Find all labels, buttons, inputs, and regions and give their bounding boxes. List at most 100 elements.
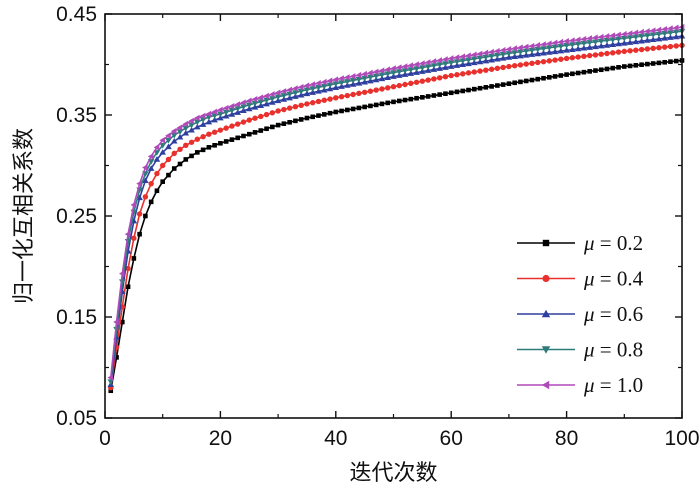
data-point (361, 70, 367, 78)
data-point (361, 89, 368, 95)
data-point (442, 61, 449, 67)
data-point (195, 150, 200, 155)
data-point (390, 73, 397, 79)
data-point (541, 346, 551, 354)
data-point (424, 59, 431, 66)
data-point (199, 112, 206, 120)
data-point (551, 44, 559, 51)
data-point (367, 69, 373, 77)
data-point (442, 74, 449, 80)
legend-value: = 1.0 (595, 373, 644, 397)
legend-item: μ = 0.8 (517, 338, 643, 362)
data-point (218, 140, 223, 146)
data-point (176, 133, 184, 140)
data-point (188, 122, 195, 129)
data-point (667, 30, 674, 36)
series-path (109, 44, 683, 388)
data-point (355, 79, 363, 86)
data-point (622, 64, 627, 69)
data-point (349, 73, 356, 80)
data-point (621, 39, 628, 46)
data-point (419, 78, 426, 84)
legend-item: μ = 0.4 (517, 267, 644, 291)
data-point (217, 127, 224, 133)
data-point (431, 93, 437, 98)
data-point (385, 85, 391, 91)
data-point (159, 136, 165, 144)
data-point (270, 124, 275, 130)
data-point (649, 32, 657, 39)
data-point (482, 57, 490, 64)
data-point (673, 58, 679, 64)
data-point (672, 33, 680, 40)
data-point (235, 135, 241, 141)
data-point (580, 44, 588, 51)
data-point (159, 143, 166, 149)
data-point (638, 46, 645, 53)
data-point (327, 96, 333, 102)
data-point (401, 63, 408, 70)
data-point (143, 213, 148, 219)
data-point (177, 161, 183, 167)
data-point (476, 58, 484, 65)
data-point (609, 41, 617, 48)
data-point (505, 46, 512, 53)
data-point (316, 113, 321, 118)
data-point (275, 122, 281, 128)
data-point (361, 78, 368, 85)
data-point (483, 85, 489, 90)
data-point (257, 94, 264, 101)
data-point (361, 75, 368, 82)
data-point (447, 55, 454, 62)
data-point (165, 132, 171, 140)
data-point (379, 86, 385, 92)
data-point (419, 68, 426, 74)
data-point (344, 79, 351, 85)
data-point (645, 61, 650, 67)
data-point (321, 112, 327, 117)
data-point (430, 63, 438, 69)
data-point (506, 63, 512, 70)
data-point (401, 71, 409, 77)
data-point (586, 40, 593, 46)
data-point (477, 68, 483, 74)
data-point (603, 42, 611, 48)
data-point (114, 355, 119, 360)
data-point (211, 129, 218, 135)
data-point (586, 35, 592, 42)
data-point (597, 33, 604, 41)
legend-symbol: μ (583, 302, 595, 326)
data-point (223, 125, 229, 131)
data-point (575, 70, 581, 76)
data-point (511, 63, 518, 69)
data-point (476, 55, 484, 62)
data-point (280, 96, 288, 102)
data-point (153, 144, 160, 151)
data-point (211, 108, 217, 116)
data-point (326, 85, 334, 92)
data-point (251, 95, 258, 103)
data-point (518, 79, 523, 85)
data-point (482, 49, 489, 57)
series-line (107, 28, 686, 385)
data-point (626, 35, 634, 41)
data-point (424, 67, 432, 73)
data-point (292, 93, 299, 99)
data-point (170, 127, 177, 135)
data-point (649, 27, 656, 34)
data-point (522, 43, 529, 51)
data-point (170, 137, 178, 144)
data-point (542, 239, 550, 247)
data-point (298, 117, 304, 122)
data-point (390, 70, 397, 76)
data-point (661, 30, 668, 37)
data-point (506, 81, 512, 86)
legend-symbol: μ (583, 373, 595, 397)
data-point (258, 113, 264, 120)
data-point (470, 56, 478, 63)
data-point (540, 58, 547, 65)
data-point (632, 34, 640, 41)
data-point (188, 117, 194, 125)
data-point (499, 46, 506, 54)
data-point (615, 36, 622, 43)
